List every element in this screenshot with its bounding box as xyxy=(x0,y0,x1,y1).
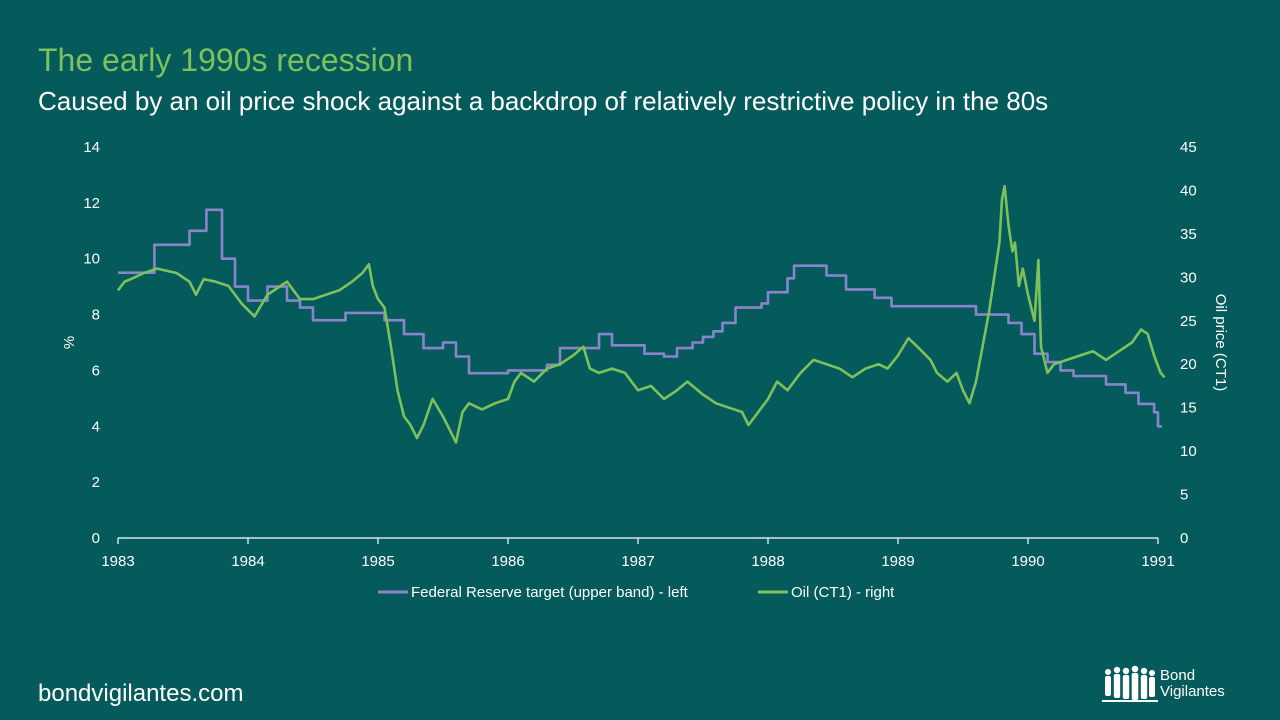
x-tick-label: 1990 xyxy=(1011,553,1044,570)
y-right-tick-label: 5 xyxy=(1180,487,1188,504)
y-left-tick-label: 10 xyxy=(83,251,100,268)
slide-title: The early 1990s recession xyxy=(38,42,414,78)
people-logo-icon xyxy=(1102,665,1158,702)
legend-oil-label: Oil (CT1) - right xyxy=(791,584,895,601)
y-left-tick-label: 14 xyxy=(83,139,100,156)
oil-price-series-line xyxy=(116,184,1166,444)
brand-line-1: Bond xyxy=(1160,667,1196,684)
y-left-tick-label: 12 xyxy=(83,195,100,212)
slide-subtitle: Caused by an oil price shock against a b… xyxy=(38,86,1049,116)
x-tick-label: 1985 xyxy=(361,553,394,570)
y-right-tick-label: 45 xyxy=(1180,139,1197,156)
y-right-tick-label: 20 xyxy=(1180,356,1197,373)
x-tick-label: 1989 xyxy=(881,553,914,570)
brand-logo: Bond Vigilantes xyxy=(1102,664,1252,708)
y-right-tick-label: 35 xyxy=(1180,226,1197,243)
y-left-tick-label: 2 xyxy=(92,474,100,491)
y-left-axis-label: % xyxy=(61,336,78,349)
y-left-tick-label: 6 xyxy=(92,362,100,379)
y-right-tick-label: 25 xyxy=(1180,313,1197,330)
y-left-tick-label: 8 xyxy=(92,307,100,324)
y-right-axis-label: Oil price (CT1) xyxy=(1212,294,1229,392)
x-tick-label: 1987 xyxy=(621,553,654,570)
legend-fed-label: Federal Reserve target (upper band) - le… xyxy=(411,584,689,601)
y-right-tick-label: 30 xyxy=(1180,269,1197,286)
y-left-tick-label: 4 xyxy=(92,418,100,435)
y-right-tick-label: 10 xyxy=(1180,443,1197,460)
x-tick-label: 1983 xyxy=(101,553,134,570)
x-tick-label: 1986 xyxy=(491,553,524,570)
x-tick-label: 1991 xyxy=(1141,553,1174,570)
fed-target-series-line xyxy=(118,208,1162,428)
brand-line-2: Vigilantes xyxy=(1160,683,1225,700)
y-left-tick-label: 0 xyxy=(92,530,100,547)
footer-website[interactable]: bondvigilantes.com xyxy=(38,680,244,707)
y-right-tick-label: 0 xyxy=(1180,530,1188,547)
x-tick-label: 1984 xyxy=(231,553,264,570)
x-tick-label: 1988 xyxy=(751,553,784,570)
y-right-tick-label: 40 xyxy=(1180,182,1197,199)
brand-name: Bond Vigilantes xyxy=(1160,668,1225,700)
y-right-tick-label: 15 xyxy=(1180,400,1197,417)
